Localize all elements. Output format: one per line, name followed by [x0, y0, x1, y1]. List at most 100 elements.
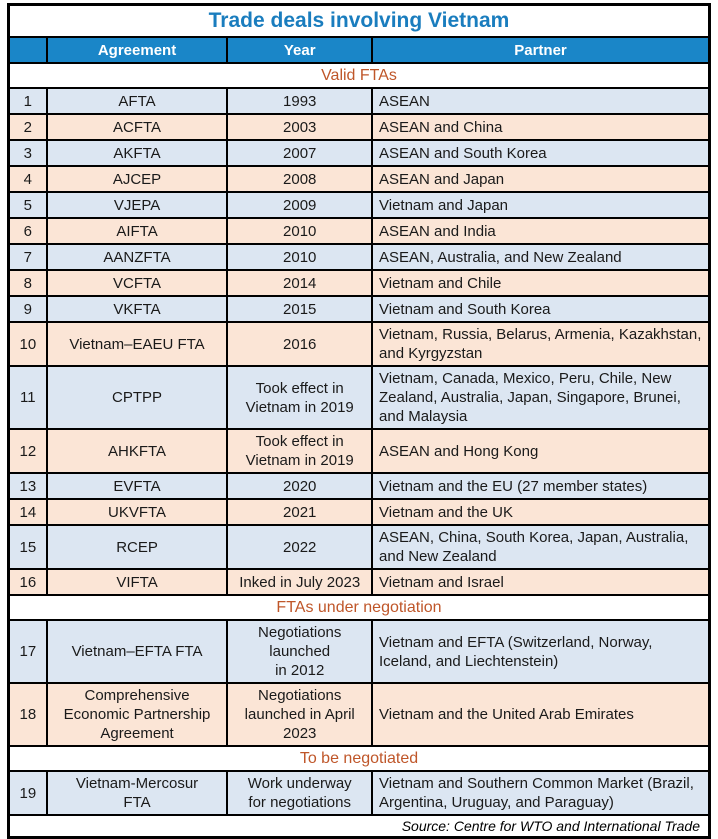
year-cell: Negotiations launched in April 2023	[226, 682, 374, 747]
table-row: 18 Comprehensive Economic Partnership Agr…	[7, 682, 711, 747]
table-row: 12 AHKFTA Took effect in Vietnam in 2019 AS…	[7, 428, 711, 474]
year-cell: 2007	[226, 139, 374, 167]
year-cell: 2010	[226, 217, 374, 245]
year-cell: 2014	[226, 269, 374, 297]
agreement-cell: VKFTA	[45, 295, 229, 323]
title-row: Trade deals involving Vietnam	[7, 3, 711, 38]
row-number-cell: 13	[7, 472, 48, 500]
year-cell: 2016	[226, 321, 374, 367]
year-cell: 2020	[226, 472, 374, 500]
row-number-cell: 8	[7, 269, 48, 297]
agreement-cell: UKVFTA	[45, 498, 229, 526]
table-row: 9 VKFTA 2015 Vietnam and South Korea	[7, 295, 711, 323]
table-row: 7 AANZFTA 2010 ASEAN, Australia, and New Ze…	[7, 243, 711, 271]
row-number-cell: 14	[7, 498, 48, 526]
partner-cell: Vietnam, Canada, Mexico, Peru, Chile, Ne…	[371, 365, 711, 430]
row-number-cell: 10	[7, 321, 48, 367]
agreement-cell: CPTPP	[45, 365, 229, 430]
agreement-cell: ACFTA	[45, 113, 229, 141]
partner-cell: Vietnam and Chile	[371, 269, 711, 297]
section-header-row: To be negotiated	[7, 745, 711, 772]
year-cell: 2009	[226, 191, 374, 219]
agreement-cell: VJEPA	[45, 191, 229, 219]
partner-cell: ASEAN and China	[371, 113, 711, 141]
table-row: 2 ACFTA 2003 ASEAN and China	[7, 113, 711, 141]
table-row: 6 AIFTA 2010 ASEAN and India	[7, 217, 711, 245]
table-row: 10 Vietnam–EAEU FTA 2016 Vietnam, Russia, B…	[7, 321, 711, 367]
year-cell: 2008	[226, 165, 374, 193]
year-cell: 2021	[226, 498, 374, 526]
partner-cell: Vietnam and the United Arab Emirates	[371, 682, 711, 747]
year-cell: 2010	[226, 243, 374, 271]
row-number-cell: 12	[7, 428, 48, 474]
row-number-cell: 1	[7, 87, 48, 115]
agreement-cell: VIFTA	[45, 568, 229, 596]
partner-cell: ASEAN and South Korea	[371, 139, 711, 167]
row-number-cell: 9	[7, 295, 48, 323]
year-cell: Took effect in Vietnam in 2019	[226, 365, 374, 430]
row-number-cell: 3	[7, 139, 48, 167]
year-cell: Took effect in Vietnam in 2019	[226, 428, 374, 474]
table-row: 14 UKVFTA 2021 Vietnam and the UK	[7, 498, 711, 526]
column-header-agreement: Agreement	[45, 36, 229, 64]
agreement-cell: AFTA	[45, 87, 229, 115]
row-number-cell: 4	[7, 165, 48, 193]
agreement-cell: RCEP	[45, 524, 229, 570]
table-row: 11 CPTPP Took effect in Vietnam in 2019 Vie…	[7, 365, 711, 430]
table-row: 16 VIFTA Inked in July 2023 Vietnam and Isr…	[7, 568, 711, 596]
column-header-partner: Partner	[371, 36, 711, 64]
row-number-cell: 7	[7, 243, 48, 271]
section-header-row: Valid FTAs	[7, 62, 711, 89]
partner-cell: ASEAN, China, South Korea, Japan, Austra…	[371, 524, 711, 570]
row-number-cell: 19	[7, 770, 48, 816]
table-row: 19 Vietnam-Mercosur FTA Work underway for …	[7, 770, 711, 816]
table-row: 5 VJEPA 2009 Vietnam and Japan	[7, 191, 711, 219]
year-cell: Negotiations launched in 2012	[226, 619, 374, 684]
agreement-cell: Vietnam-Mercosur FTA	[45, 770, 229, 816]
row-number-cell: 2	[7, 113, 48, 141]
agreement-cell: AANZFTA	[45, 243, 229, 271]
row-number-cell: 11	[7, 365, 48, 430]
table-row: 15 RCEP 2022 ASEAN, China, South Korea, Jap…	[7, 524, 711, 570]
table-row: 13 EVFTA 2020 Vietnam and the EU (27 member…	[7, 472, 711, 500]
partner-cell: Vietnam and Israel	[371, 568, 711, 596]
agreement-cell: VCFTA	[45, 269, 229, 297]
year-cell: 2015	[226, 295, 374, 323]
row-number-cell: 16	[7, 568, 48, 596]
table-row: 4 AJCEP 2008 ASEAN and Japan	[7, 165, 711, 193]
trade-table-body: Trade deals involving Vietnam Agreement Y…	[7, 3, 711, 839]
partner-cell: Vietnam and Southern Common Market (Braz…	[371, 770, 711, 816]
column-header-index	[7, 36, 48, 64]
partner-cell: ASEAN, Australia, and New Zealand	[371, 243, 711, 271]
agreement-cell: AKFTA	[45, 139, 229, 167]
partner-cell: ASEAN and Hong Kong	[371, 428, 711, 474]
partner-cell: ASEAN and India	[371, 217, 711, 245]
table-row: 8 VCFTA 2014 Vietnam and Chile	[7, 269, 711, 297]
row-number-cell: 6	[7, 217, 48, 245]
partner-cell: Vietnam and EFTA (Switzerland, Norway, I…	[371, 619, 711, 684]
agreement-cell: Comprehensive Economic Partnership Agree…	[45, 682, 229, 747]
agreement-cell: AJCEP	[45, 165, 229, 193]
trade-deals-table: Trade deals involving Vietnam Agreement Y…	[7, 3, 711, 839]
year-cell: 1993	[226, 87, 374, 115]
footer-row: Source: Centre for WTO and International…	[7, 814, 711, 839]
partner-cell: Vietnam and the UK	[371, 498, 711, 526]
agreement-cell: AHKFTA	[45, 428, 229, 474]
table-row: 17 Vietnam–EFTA FTA Negotiations launched …	[7, 619, 711, 684]
agreement-cell: Vietnam–EAEU FTA	[45, 321, 229, 367]
table-row: 3 AKFTA 2007 ASEAN and South Korea	[7, 139, 711, 167]
partner-cell: Vietnam and South Korea	[371, 295, 711, 323]
partner-cell: ASEAN and Japan	[371, 165, 711, 193]
agreement-cell: Vietnam–EFTA FTA	[45, 619, 229, 684]
page: Trade deals involving Vietnam Agreement Y…	[7, 3, 711, 839]
partner-cell: ASEAN	[371, 87, 711, 115]
agreement-cell: AIFTA	[45, 217, 229, 245]
section-label: FTAs under negotiation	[7, 594, 711, 621]
year-cell: Work underway for negotiations	[226, 770, 374, 816]
section-header-row: FTAs under negotiation	[7, 594, 711, 621]
column-header-year: Year	[226, 36, 374, 64]
source-note: Source: Centre for WTO and International…	[7, 814, 711, 839]
partner-cell: Vietnam and Japan	[371, 191, 711, 219]
row-number-cell: 18	[7, 682, 48, 747]
table-row: 1 AFTA 1993 ASEAN	[7, 87, 711, 115]
